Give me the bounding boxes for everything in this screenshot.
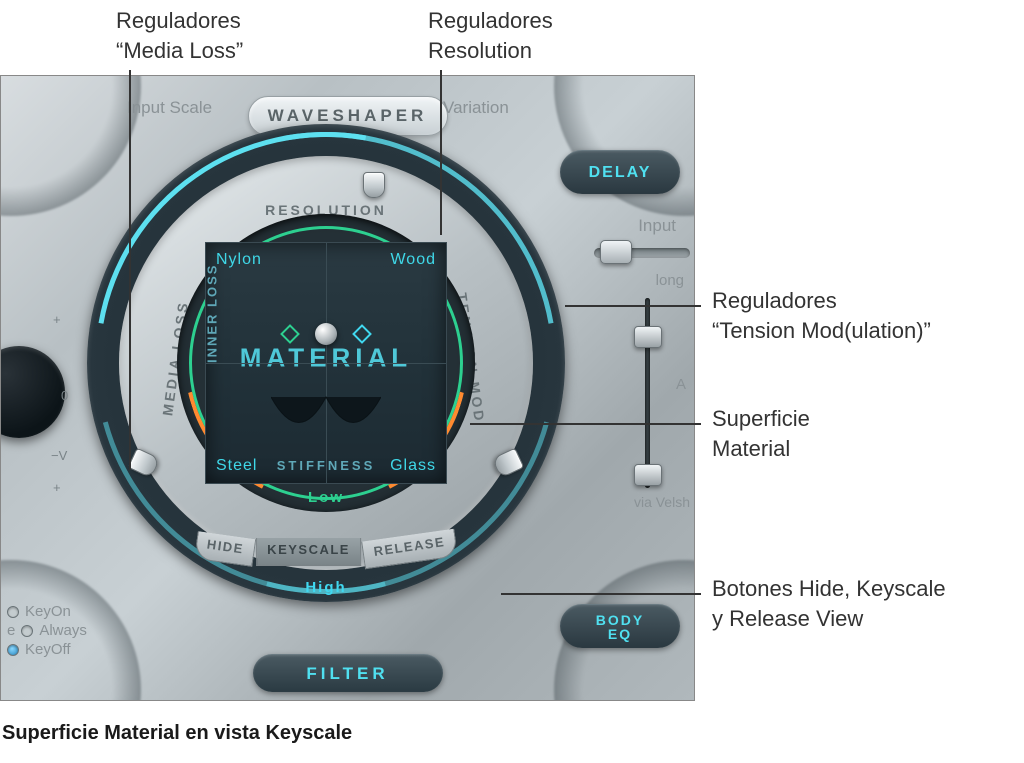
radio-always[interactable]: e Always [7,622,87,639]
radio-icon [7,606,19,618]
knob-mark: −V [51,448,67,463]
callout-leader [440,70,442,235]
radio-label: Always [39,622,87,639]
pad-marker-cyan [352,324,372,344]
panel-shadow [554,75,695,216]
pad-waveform-icon [271,392,381,448]
radio-label: KeyOff [25,641,71,658]
low-label: Low [308,489,344,506]
radio-keyoff[interactable]: KeyOff [7,641,87,658]
long-label: long [656,272,684,289]
material-pad[interactable]: Nylon Wood Steel Glass INNER LOSS STIFFN… [205,242,447,484]
vertical-slider[interactable] [634,326,662,348]
input-scale-label: Input Scale [127,98,212,118]
delay-button[interactable]: DELAY [560,150,680,194]
callout-leader [470,423,701,425]
pad-title: MATERIAL [240,343,412,374]
callout-leader [129,70,131,470]
pad-corner-steel: Steel [216,457,257,475]
pad-corner-nylon: Nylon [216,251,262,269]
callout-leader [565,305,701,307]
radio-label: KeyOn [25,603,71,620]
knob-mark: 0 [61,388,68,403]
radio-keyon[interactable]: KeyOn [7,603,87,620]
callout-leader [501,593,701,595]
callout-material-surface: Superficie Material [712,404,810,463]
sculpture-panel: WAVESHAPER Input Scale Variation DELAY B… [0,75,695,701]
input-param-label: Input [638,216,676,236]
pad-marker-green [280,324,300,344]
variation-label: Variation [443,98,509,118]
body-eq-button[interactable]: BODY EQ [560,604,680,648]
knob-mark: + [53,312,61,327]
pad-corner-wood: Wood [390,251,436,269]
pad-corner-glass: Glass [390,457,436,475]
pad-axis-innerloss: INNER LOSS [205,264,220,363]
trigger-radio-group: KeyOn e Always KeyOff [7,601,87,660]
input-slider[interactable] [600,240,632,264]
callout-media-loss: Reguladores “Media Loss” [116,6,243,65]
material-puck[interactable] [315,323,337,345]
knob-mark: + [53,480,61,495]
callout-resolution: Reguladores Resolution [428,6,553,65]
callout-view-buttons: Botones Hide, Keyscale y Release View [712,574,946,633]
filter-button[interactable]: FILTER [253,654,443,692]
pad-axis-stiffness: STIFFNESS [277,458,376,473]
view-tabs: HIDE KEYSCALE RELEASE [195,538,457,566]
left-knob[interactable] [0,346,65,438]
e-prefix: e [7,622,15,639]
resolution-slider[interactable] [363,172,385,198]
material-dial: RESOLUTION MEDIA LOSS TENSION MOD Nylon … [87,124,565,602]
radio-icon [21,625,33,637]
vertical-slider-2[interactable] [634,464,662,486]
callout-tension-mod: Reguladores “Tension Mod(ulation)” [712,286,931,345]
via-velocity-label: via Velsh [634,494,690,510]
keyscale-tab[interactable]: KEYSCALE [256,538,361,566]
figure-caption: Superficie Material en vista Keyscale [2,722,352,745]
high-label: High [305,579,346,596]
a-label: A [676,376,686,393]
radio-icon [7,644,19,656]
